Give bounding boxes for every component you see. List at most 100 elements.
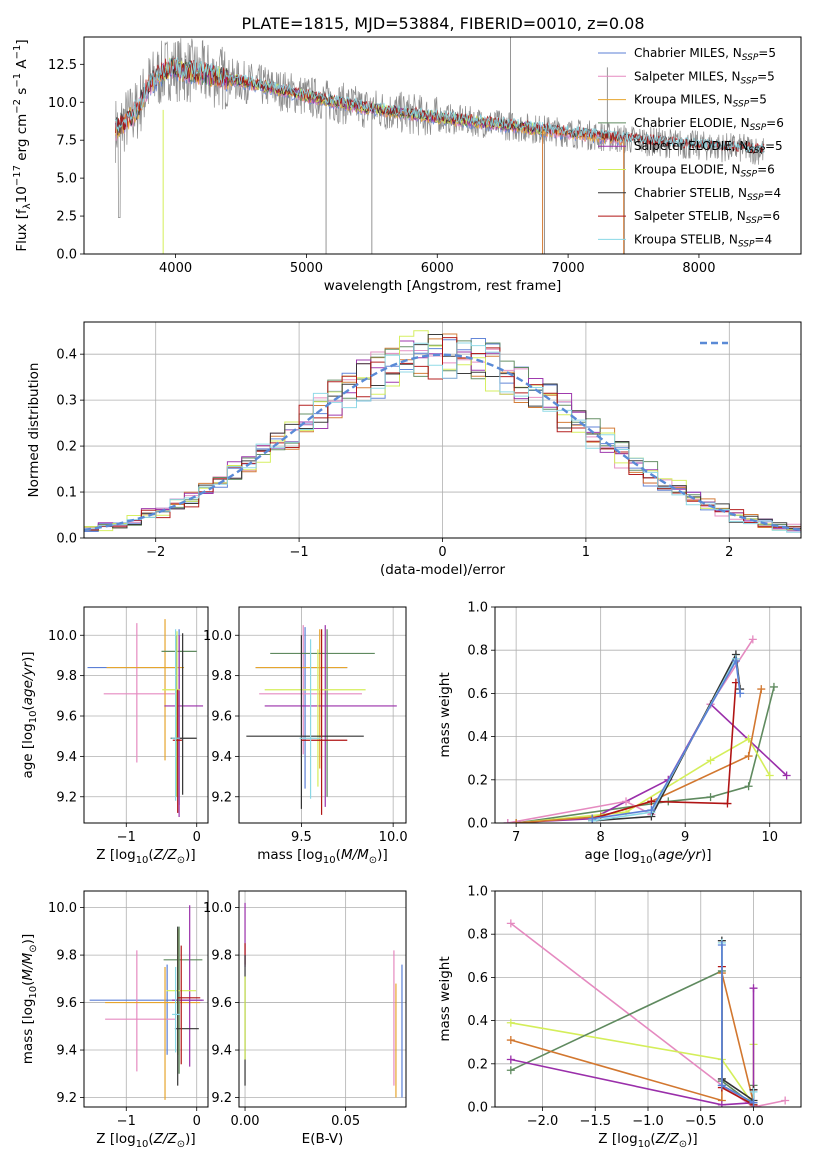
y-tick-label: 2.5 <box>56 210 77 225</box>
x-tick-label: −2 <box>146 545 165 560</box>
x-tick-label: 9 <box>681 830 689 845</box>
weight-marker <box>769 682 778 691</box>
y-tick-label: 9.2 <box>56 790 77 805</box>
y-tick-label: 9.8 <box>56 949 77 964</box>
y-tick-label: 9.8 <box>211 949 232 964</box>
x-tick-label: 8000 <box>682 261 715 276</box>
weight-line-kroupa-stelib <box>592 656 741 822</box>
legend-label: Kroupa STELIB, NSSP=4 <box>634 232 772 249</box>
x-tick-label: 0 <box>193 830 201 845</box>
age-vs-Z-points <box>87 619 204 817</box>
legend-label: Chabrier MILES, NSSP=5 <box>634 46 776 63</box>
weight-vs-Z-lines <box>506 919 790 1107</box>
x-axis-label: Z [log10(Z/Z⊙)] <box>96 1131 195 1150</box>
y-tick-label: 5.0 <box>56 172 77 187</box>
y-axis-label: mass [log10(M/M⊙)] <box>20 934 39 1064</box>
weight-marker <box>736 689 745 698</box>
axes-frame <box>238 890 407 1108</box>
x-tick-label: −2.0 <box>527 1114 559 1129</box>
y-tick-label: 9.6 <box>56 710 77 725</box>
y-axis-label: age [log10(age/yr)] <box>20 651 39 778</box>
weight-line-chabrier-miles <box>592 658 741 820</box>
spectrum-axes: 4000 5000 6000 7000 8000 0.0 2.5 5.0 7.5 10.0 12.5 <box>48 58 715 276</box>
y-axis-label: mass weight <box>437 956 453 1041</box>
weight-line-chabrier-stelib <box>592 651 741 822</box>
weight-marker <box>781 1096 790 1105</box>
y-tick-label: 0.4 <box>467 730 488 745</box>
x-tick-label: 8 <box>597 830 605 845</box>
y-tick-label: 1.0 <box>467 601 488 616</box>
x-tick-label: −0.5 <box>685 1114 717 1129</box>
y-tick-label: 9.8 <box>56 669 77 684</box>
weight-marker <box>647 806 656 815</box>
weight-marker <box>506 1036 515 1045</box>
legend-label: Salpeter MILES, NSSP=5 <box>634 69 775 86</box>
y-tick-label: 9.2 <box>56 1091 77 1106</box>
x-tick-label: 10 <box>761 830 778 845</box>
spectrum-lines <box>115 37 765 254</box>
legend-label: Chabrier ELODIE, NSSP=6 <box>634 116 784 133</box>
weight-line-salpeter-elodie <box>510 988 755 1106</box>
weight-marker <box>503 819 512 823</box>
y-tick-label: 0.0 <box>56 532 77 547</box>
axes-frame <box>83 321 802 539</box>
axes-frame <box>494 606 802 824</box>
y-tick-label: 1.0 <box>467 885 488 900</box>
x-tick-label: 2 <box>725 545 733 560</box>
weight-marker <box>749 1098 758 1107</box>
weight-marker <box>717 1100 726 1107</box>
y-tick-label: 0.3 <box>56 394 77 409</box>
legend-label: Salpeter STELIB, NSSP=6 <box>634 209 780 226</box>
weight-marker <box>731 657 740 665</box>
y-tick-label: 0.4 <box>56 348 77 363</box>
weight-line-kroupa-stelib <box>721 942 755 1105</box>
legend-label: Salpeter ELODIE, NSSP=5 <box>634 139 783 156</box>
spectrum-legend: Chabrier MILES, NSSP=5 Salpeter MILES, NS… <box>598 46 784 249</box>
x-tick-label: 1 <box>582 545 590 560</box>
age-vs-Z-axes: −1 0 9.2 9.4 9.6 9.8 10.0 <box>48 607 208 845</box>
y-tick-label: 10.0 <box>203 629 232 644</box>
y-tick-label: 9.8 <box>211 669 232 684</box>
mass-vs-Z-points <box>89 905 204 1100</box>
x-tick-label: 6000 <box>421 261 454 276</box>
model-line-kroupa-stelib <box>115 57 765 154</box>
weight-vs-age-lines <box>503 635 791 823</box>
x-tick-label: −1 <box>117 1114 136 1129</box>
model-line-salpeter-stelib <box>115 57 765 154</box>
mass-vs-Z-axes: −1 0 9.2 9.4 9.6 9.8 10.0 <box>48 891 208 1129</box>
y-tick-label: 9.4 <box>56 750 77 765</box>
y-tick-label: 0.2 <box>56 440 77 455</box>
y-tick-label: 0.6 <box>467 971 488 986</box>
legend-label: Kroupa MILES, NSSP=5 <box>634 93 767 110</box>
mass-vs-EBV-axes: 0.00 0.05 9.2 9.4 9.6 9.8 10.0 <box>203 891 406 1129</box>
legend-label: Kroupa ELODIE, NSSP=6 <box>634 163 775 180</box>
x-tick-label: −1.0 <box>632 1114 664 1129</box>
weight-marker <box>749 984 758 993</box>
weight-marker <box>512 819 521 823</box>
y-tick-label: 9.6 <box>56 996 77 1011</box>
y-axis-label: Flux [fλ10−17 erg cm−2 s−1 A−1] <box>12 39 33 251</box>
weight-marker <box>748 635 757 644</box>
weight-marker <box>647 797 656 806</box>
weight-marker <box>506 1055 515 1064</box>
y-tick-label: 10.0 <box>48 901 77 916</box>
x-tick-label: −1 <box>117 830 136 845</box>
y-tick-label: 7.5 <box>56 134 77 149</box>
weight-marker <box>622 797 631 806</box>
figure-title: PLATE=1815, MJD=53884, FIBERID=0010, z=0… <box>241 14 644 33</box>
x-tick-label: 5000 <box>290 261 323 276</box>
weight-line-salpeter-stelib <box>591 682 737 820</box>
x-tick-label: 4000 <box>159 261 192 276</box>
y-axis-label: mass weight <box>437 672 453 757</box>
y-tick-label: 9.6 <box>211 710 232 725</box>
y-tick-label: 0.0 <box>467 817 488 832</box>
y-tick-label: 10.0 <box>48 96 77 111</box>
weight-line-chabrier-elodie <box>510 969 755 1107</box>
y-tick-label: 9.4 <box>211 1044 232 1059</box>
y-tick-label: 0.0 <box>56 248 77 263</box>
y-tick-label: 9.2 <box>211 1091 232 1106</box>
x-tick-label: 10.0 <box>379 830 408 845</box>
weight-marker <box>782 771 791 780</box>
x-tick-label: 7 <box>512 830 520 845</box>
